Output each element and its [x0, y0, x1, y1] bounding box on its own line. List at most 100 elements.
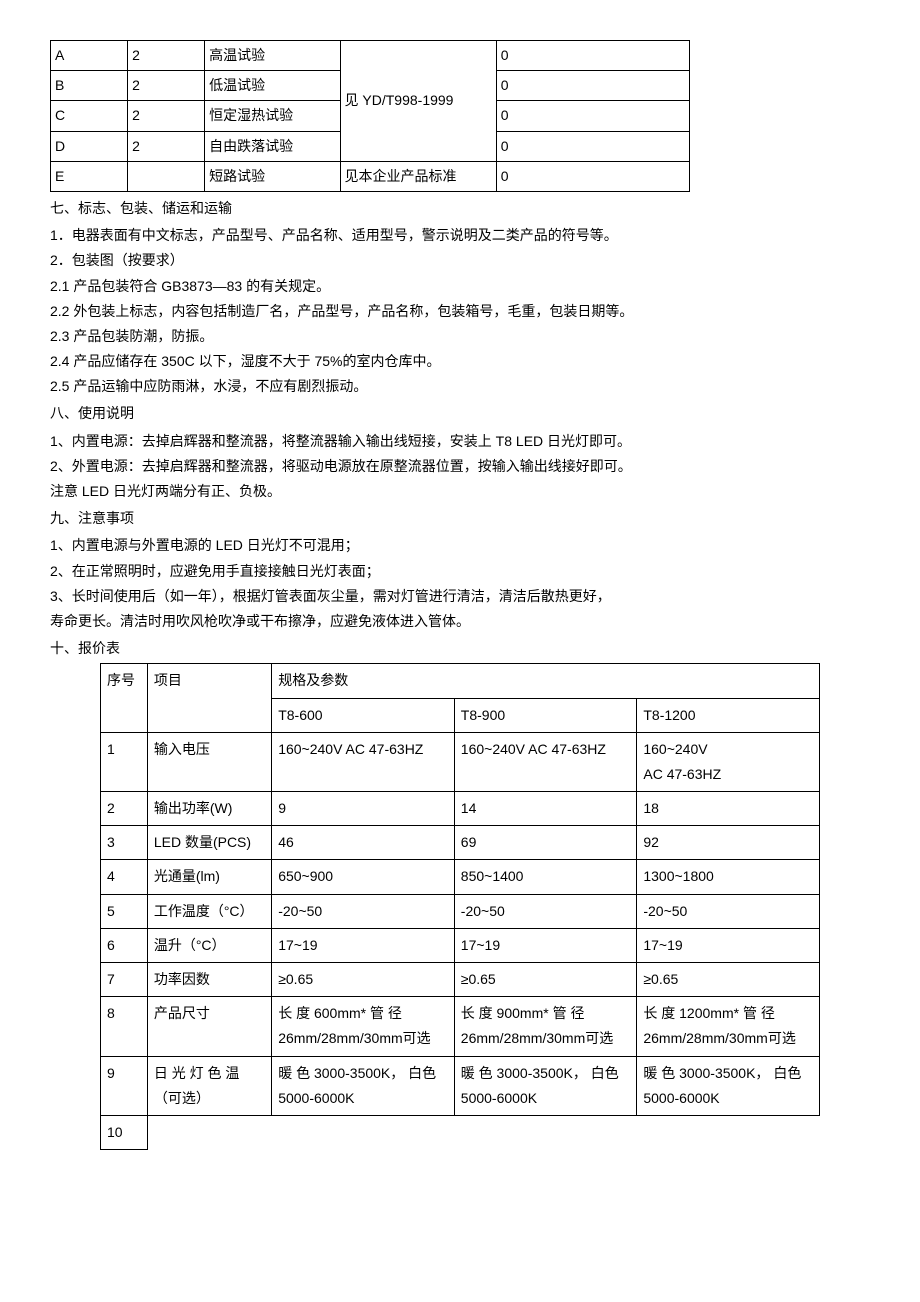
value-cell: 长 度 1200mm* 管 径26mm/28mm/30mm可选: [637, 997, 820, 1056]
cell: D: [51, 131, 128, 161]
value-cell: ≥0.65: [637, 963, 820, 997]
table-row: E 短路试验 见本企业产品标准 0: [51, 161, 690, 191]
cell: 2: [128, 131, 205, 161]
section-8-title: 八、使用说明: [50, 401, 870, 426]
table-row: 5 工作温度（°C） -20~50 -20~50 -20~50: [101, 894, 820, 928]
item-cell: 温升（°C）: [147, 928, 271, 962]
table-row: 3 LED 数量(PCS) 46 69 92: [101, 826, 820, 860]
cell: B: [51, 71, 128, 101]
item-cell: 输出功率(W): [147, 792, 271, 826]
value-cell: 18: [637, 792, 820, 826]
body-text: 2.1 产品包装符合 GB3873—83 的有关规定。: [50, 274, 870, 299]
seq-cell: 9: [101, 1056, 148, 1115]
seq-cell: 1: [101, 732, 148, 791]
value-cell: ≥0.65: [272, 963, 455, 997]
seq-cell: 5: [101, 894, 148, 928]
seq-cell: 4: [101, 860, 148, 894]
value-cell: 14: [454, 792, 637, 826]
item-cell: 工作温度（°C）: [147, 894, 271, 928]
body-text: 2.4 产品应储存在 350C 以下，湿度不大于 75%的室内仓库中。: [50, 349, 870, 374]
header-spec: 规格及参数: [272, 664, 820, 698]
value-cell: 160~240V AC 47-63HZ: [637, 732, 820, 791]
seq-cell: 7: [101, 963, 148, 997]
body-text: 2.2 外包装上标志，内容包括制造厂名，产品型号，产品名称，包装箱号，毛重，包装…: [50, 299, 870, 324]
table-row: 7 功率因数 ≥0.65 ≥0.65 ≥0.65: [101, 963, 820, 997]
seq-cell: 8: [101, 997, 148, 1056]
seq-cell: 10: [101, 1115, 148, 1149]
value-cell: 17~19: [272, 928, 455, 962]
body-text: 2．包装图（按要求）: [50, 248, 870, 273]
value-cell: 暖 色 3000-3500K， 白色 5000-6000K: [272, 1056, 455, 1115]
table-row: 1 输入电压 160~240V AC 47-63HZ 160~240V AC 4…: [101, 732, 820, 791]
value-cell: 长 度 600mm* 管 径26mm/28mm/30mm可选: [272, 997, 455, 1056]
value-cell: 1300~1800: [637, 860, 820, 894]
cell: A: [51, 41, 128, 71]
value-cell: 长 度 900mm* 管 径26mm/28mm/30mm可选: [454, 997, 637, 1056]
table-header-row: 序号 项目 规格及参数: [101, 664, 820, 698]
value-cell: -20~50: [454, 894, 637, 928]
reference-cell: 见本企业产品标准: [340, 161, 496, 191]
value-cell: -20~50: [637, 894, 820, 928]
body-text: 1．电器表面有中文标志，产品型号、产品名称、适用型号，警示说明及二类产品的符号等…: [50, 223, 870, 248]
item-cell: 产品尺寸: [147, 997, 271, 1056]
cell: 2: [128, 71, 205, 101]
cell: [128, 161, 205, 191]
table-row: 6 温升（°C） 17~19 17~19 17~19: [101, 928, 820, 962]
model-cell: T8-1200: [637, 698, 820, 732]
cell: 2: [128, 101, 205, 131]
item-cell: 光通量(lm): [147, 860, 271, 894]
value-cell: -20~50: [272, 894, 455, 928]
value-cell: 160~240V AC 47-63HZ: [272, 732, 455, 791]
item-cell: LED 数量(PCS): [147, 826, 271, 860]
body-text: 注意 LED 日光灯两端分有正、负极。: [50, 479, 870, 504]
cell: 高温试验: [205, 41, 340, 71]
seq-cell: 3: [101, 826, 148, 860]
table-row: 8 产品尺寸 长 度 600mm* 管 径26mm/28mm/30mm可选 长 …: [101, 997, 820, 1056]
body-text: 2.3 产品包装防潮，防振。: [50, 324, 870, 349]
table-row: 4 光通量(lm) 650~900 850~1400 1300~1800: [101, 860, 820, 894]
seq-cell: 6: [101, 928, 148, 962]
cell: 0: [496, 41, 689, 71]
table-row: A 2 高温试验 见 YD/T998-1999 0: [51, 41, 690, 71]
cell: 0: [496, 131, 689, 161]
section-10-title: 十、报价表: [50, 636, 870, 661]
value-cell: 46: [272, 826, 455, 860]
cell: 短路试验: [205, 161, 340, 191]
value-cell: ≥0.65: [454, 963, 637, 997]
value-cell: 92: [637, 826, 820, 860]
body-text: 1、内置电源与外置电源的 LED 日光灯不可混用；: [50, 533, 870, 558]
body-text: 2、在正常照明时，应避免用手直接接触日光灯表面；: [50, 559, 870, 584]
header-item: 项目: [147, 664, 271, 732]
model-cell: T8-600: [272, 698, 455, 732]
table-row: 2 输出功率(W) 9 14 18: [101, 792, 820, 826]
value-cell: 9: [272, 792, 455, 826]
empty-cell: [147, 1115, 819, 1149]
cell: 自由跌落试验: [205, 131, 340, 161]
value-cell: 160~240V AC 47-63HZ: [454, 732, 637, 791]
item-cell: 输入电压: [147, 732, 271, 791]
model-cell: T8-900: [454, 698, 637, 732]
value-cell: 暖 色 3000-3500K， 白色 5000-6000K: [637, 1056, 820, 1115]
value-cell: 暖 色 3000-3500K， 白色 5000-6000K: [454, 1056, 637, 1115]
cell: 恒定湿热试验: [205, 101, 340, 131]
body-text: 2、外置电源：去掉启辉器和整流器，将驱动电源放在原整流器位置，按输入输出线接好即…: [50, 454, 870, 479]
cell: 低温试验: [205, 71, 340, 101]
body-text: 3、长时间使用后（如一年），根据灯管表面灰尘量，需对灯管进行清洁，清洁后散热更好…: [50, 584, 870, 609]
cell: 0: [496, 161, 689, 191]
body-text: 寿命更长。清洁时用吹风枪吹净或干布擦净，应避免液体进入管体。: [50, 609, 870, 634]
cell: 0: [496, 71, 689, 101]
seq-cell: 2: [101, 792, 148, 826]
item-cell: 功率因数: [147, 963, 271, 997]
test-condition-table: A 2 高温试验 见 YD/T998-1999 0 B 2 低温试验 0 C 2…: [50, 40, 690, 192]
cell: C: [51, 101, 128, 131]
header-seq: 序号: [101, 664, 148, 732]
value-cell: 850~1400: [454, 860, 637, 894]
value-cell: 69: [454, 826, 637, 860]
cell: 2: [128, 41, 205, 71]
value-cell: 17~19: [637, 928, 820, 962]
item-cell: 日 光 灯 色 温（可选）: [147, 1056, 271, 1115]
section-7-title: 七、标志、包装、储运和运输: [50, 196, 870, 221]
value-cell: 17~19: [454, 928, 637, 962]
value-cell: 650~900: [272, 860, 455, 894]
body-text: 1、内置电源：去掉启辉器和整流器，将整流器输入输出线短接，安装上 T8 LED …: [50, 429, 870, 454]
